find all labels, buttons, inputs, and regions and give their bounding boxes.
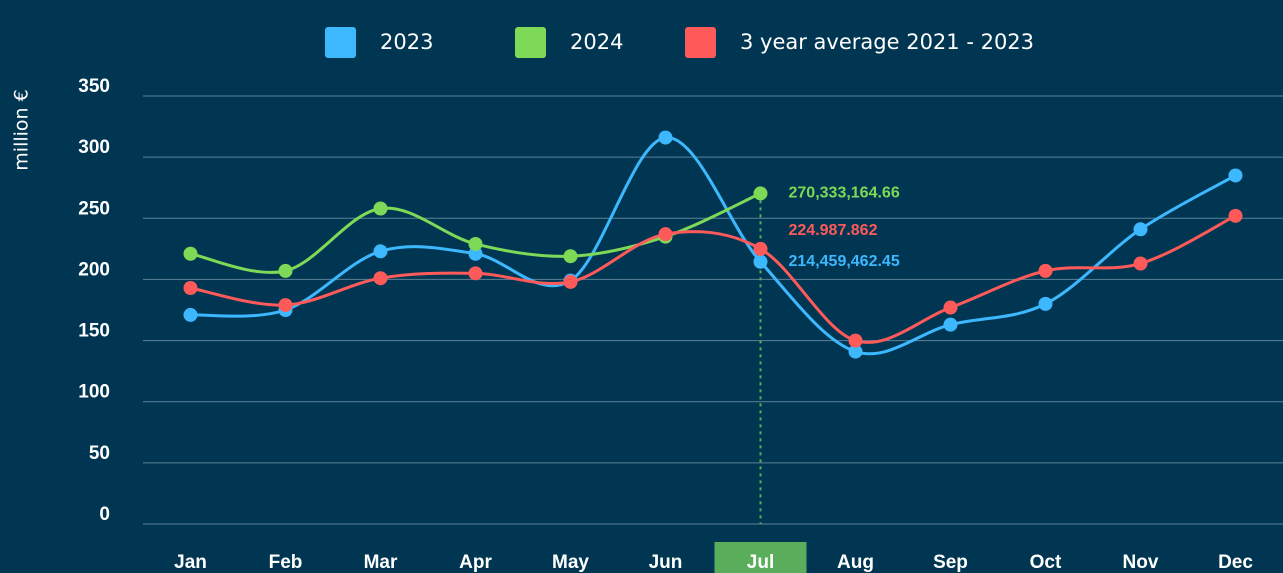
data-point	[1133, 222, 1148, 237]
data-point	[848, 344, 863, 359]
x-tick-label: Apr	[459, 552, 492, 573]
data-point	[183, 246, 198, 261]
x-tick-label: Mar	[364, 552, 398, 573]
data-point	[1038, 296, 1053, 311]
data-point	[278, 298, 293, 313]
data-point	[753, 186, 768, 201]
legend-swatch	[685, 27, 716, 58]
data-point	[1228, 208, 1243, 223]
y-axis-label: million €	[11, 89, 33, 170]
highlight-band	[714, 542, 807, 573]
value-label: 224.987.862	[789, 222, 878, 239]
x-tick-label: Oct	[1030, 552, 1062, 573]
x-tick-label: Sep	[933, 552, 968, 573]
legend-swatch	[515, 27, 546, 58]
y-tick-label: 200	[78, 259, 110, 280]
data-point	[278, 263, 293, 278]
x-tick-label: Jan	[174, 552, 207, 573]
data-point	[943, 300, 958, 315]
data-point	[183, 280, 198, 295]
data-point	[373, 201, 388, 216]
data-point	[753, 241, 768, 256]
x-tick-label: Jul	[747, 552, 774, 573]
x-tick-label: Jun	[649, 552, 683, 573]
data-point	[848, 333, 863, 348]
y-tick-label: 0	[99, 504, 110, 525]
data-point	[563, 249, 578, 264]
data-point	[468, 266, 483, 281]
data-point	[1038, 263, 1053, 278]
data-point	[468, 246, 483, 261]
data-point	[1228, 168, 1243, 183]
y-tick-label: 100	[78, 382, 110, 403]
x-tick-label: Dec	[1218, 552, 1253, 573]
data-point	[943, 317, 958, 332]
x-tick-label: Feb	[269, 552, 303, 573]
data-point	[373, 244, 388, 259]
data-point	[658, 130, 673, 145]
legend-label: 3 year average 2021 - 2023	[740, 30, 1034, 54]
data-point	[658, 227, 673, 242]
data-point	[183, 307, 198, 322]
x-tick-label: Aug	[837, 552, 874, 573]
legend-swatch	[325, 27, 356, 58]
data-point	[1133, 256, 1148, 271]
x-tick-label: May	[552, 552, 589, 573]
legend-label: 2023	[380, 30, 433, 54]
value-label: 214,459,462.45	[789, 253, 900, 270]
y-tick-label: 50	[89, 443, 110, 464]
x-tick-label: Nov	[1123, 552, 1159, 573]
legend-label: 2024	[570, 30, 623, 54]
y-tick-label: 300	[78, 137, 110, 158]
value-label: 270,333,164.66	[789, 185, 900, 202]
data-point	[373, 271, 388, 286]
y-tick-label: 350	[78, 76, 110, 97]
data-point	[563, 274, 578, 289]
y-tick-label: 250	[78, 198, 110, 219]
data-point	[753, 254, 768, 269]
y-tick-label: 150	[78, 321, 110, 342]
data-point	[468, 236, 483, 251]
